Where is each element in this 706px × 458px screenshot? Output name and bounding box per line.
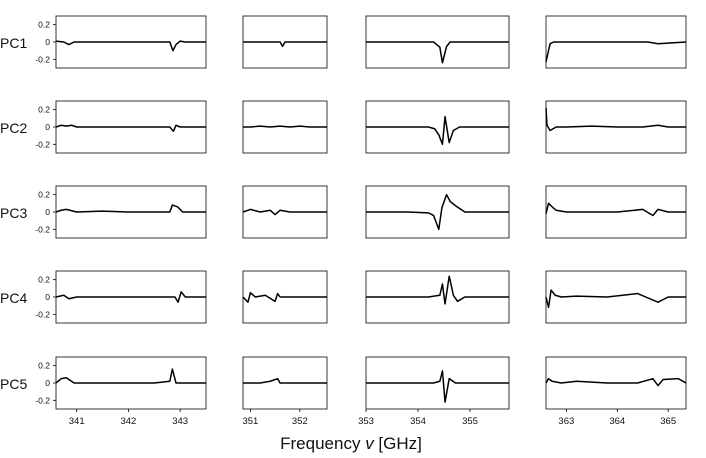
series-line-pc2-col4: [545, 107, 686, 132]
series-line-pc5-col2: [243, 377, 327, 384]
series-line-pc4-col2: [242, 291, 327, 303]
y-tick-label-pc4: 0: [45, 292, 50, 302]
row-label-pc2: PC2: [0, 120, 27, 136]
x-axis-label: Frequency v [GHz]: [280, 434, 422, 453]
series-line-pc3-col2: [242, 208, 327, 216]
row-label-pc4: PC4: [0, 290, 27, 306]
y-tick-label-pc4: -0.2: [35, 309, 50, 319]
y-tick-label-pc2: 0: [45, 122, 50, 132]
x-tick-label: 341: [69, 416, 85, 427]
series-line-pc2-col3: [366, 115, 509, 146]
series-line-pc4-col3: [366, 275, 509, 305]
series-line-pc3-col4: [545, 202, 686, 217]
y-tick-label-pc1: 0: [45, 37, 50, 47]
row-label-pc5: PC5: [0, 376, 27, 392]
y-tick-label-pc4: 0.2: [38, 275, 50, 285]
x-tick-label: 364: [609, 416, 625, 427]
y-tick-label-pc1: 0.2: [38, 20, 50, 30]
series-line-pc3-col3: [366, 193, 509, 231]
y-tick-label-pc3: 0.2: [38, 190, 50, 200]
x-tick-label: 355: [462, 416, 478, 427]
series-line-pc1-col2: [243, 41, 327, 48]
x-tick-label: 365: [660, 416, 676, 427]
series-line-pc1-col4: [545, 41, 687, 63]
y-tick-label-pc1: -0.2: [35, 54, 50, 64]
x-tick-label: 343: [172, 416, 188, 427]
x-tick-label: 352: [292, 416, 308, 427]
series-line-pc5-col4: [545, 377, 687, 387]
panel-grid: PC1 0.2 0 -0.2 PC2 0.2 0 -0.2 PC3 0.2 0 -0.2 PC4 0.2 0…: [0, 15, 687, 427]
series-line-pc3-col1: [55, 204, 206, 213]
x-tick-label: 354: [410, 416, 426, 427]
series-line-pc4-col1: [55, 291, 206, 303]
series-line-pc1-col1: [55, 40, 206, 52]
x-tick-label: 363: [558, 416, 574, 427]
series-line-pc2-col1: [55, 124, 206, 133]
y-tick-label-pc5: -0.2: [35, 395, 50, 405]
x-tick-label: 351: [242, 416, 258, 427]
series-line-pc5-col1: [55, 368, 206, 384]
series-line-pc5-col3: [366, 370, 509, 403]
x-axis-label-variable: v: [365, 434, 375, 453]
x-axis-label-prefix: Frequency: [280, 434, 365, 453]
y-tick-label-pc5: 0: [45, 378, 50, 388]
series-line-pc2-col2: [243, 125, 327, 128]
series-line-pc1-col3: [366, 41, 509, 64]
x-axis-label-unit: [GHz]: [374, 434, 422, 453]
series-line-pc4-col4: [545, 289, 686, 309]
x-tick-label: 342: [120, 416, 136, 427]
y-tick-label-pc3: 0: [45, 207, 50, 217]
y-tick-label-pc5: 0.2: [38, 361, 50, 371]
row-label-pc3: PC3: [0, 205, 27, 221]
y-tick-label-pc3: -0.2: [35, 224, 50, 234]
row-label-pc1: PC1: [0, 35, 27, 51]
y-tick-label-pc2: 0.2: [38, 105, 50, 115]
x-tick-label: 353: [358, 416, 374, 427]
y-tick-label-pc2: -0.2: [35, 139, 50, 149]
